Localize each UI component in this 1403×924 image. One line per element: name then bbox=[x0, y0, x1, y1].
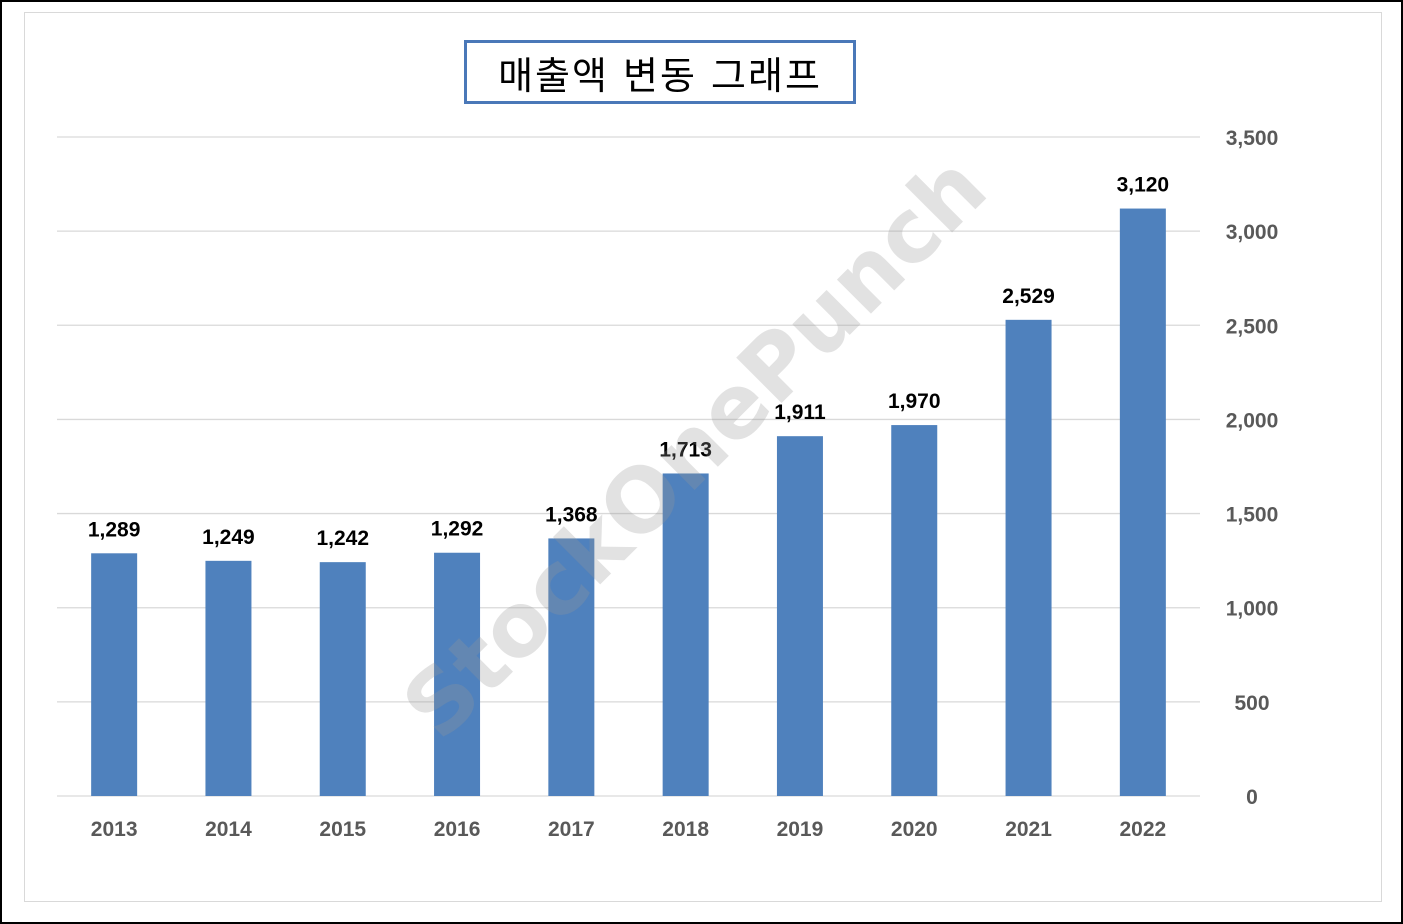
y-tick-label: 1,000 bbox=[1226, 598, 1279, 621]
y-tick-label: 3,500 bbox=[1226, 127, 1279, 150]
data-label: 1,911 bbox=[774, 401, 826, 424]
bar bbox=[205, 560, 252, 796]
data-label: 1,292 bbox=[431, 518, 484, 541]
data-label: 1,242 bbox=[316, 527, 369, 550]
data-label: 1,289 bbox=[88, 518, 141, 541]
data-label: 1,368 bbox=[545, 503, 598, 526]
data-label: 3,120 bbox=[1117, 174, 1170, 197]
y-tick-label: 3,000 bbox=[1226, 221, 1279, 244]
bar bbox=[891, 425, 938, 796]
data-label: 1,970 bbox=[888, 390, 941, 413]
chart-title-box: 매출액 변동 그래프 bbox=[464, 40, 856, 104]
bar bbox=[319, 562, 366, 796]
chart-title: 매출액 변동 그래프 bbox=[498, 53, 822, 98]
x-tick-label: 2016 bbox=[434, 818, 481, 841]
data-label: 1,713 bbox=[659, 438, 712, 461]
bar bbox=[434, 552, 481, 796]
y-tick-label: 2,500 bbox=[1226, 315, 1279, 338]
y-tick-label: 1,500 bbox=[1226, 504, 1279, 527]
bar bbox=[1005, 319, 1052, 796]
x-tick-label: 2017 bbox=[548, 818, 595, 841]
x-tick-label: 2018 bbox=[662, 818, 709, 841]
x-tick-label: 2013 bbox=[91, 818, 138, 841]
bar bbox=[662, 473, 709, 796]
data-label: 2,529 bbox=[1002, 285, 1055, 308]
x-tick-label: 2022 bbox=[1119, 818, 1166, 841]
x-tick-label: 2020 bbox=[891, 818, 938, 841]
y-tick-label: 500 bbox=[1234, 692, 1269, 715]
x-tick-label: 2021 bbox=[1005, 818, 1052, 841]
bar bbox=[548, 538, 595, 796]
bar bbox=[91, 553, 138, 796]
bar bbox=[1119, 208, 1166, 796]
y-tick-label: 0 bbox=[1246, 786, 1258, 809]
data-label: 1,249 bbox=[202, 526, 255, 549]
bar bbox=[776, 436, 823, 796]
x-tick-label: 2015 bbox=[319, 818, 366, 841]
x-tick-label: 2014 bbox=[205, 818, 252, 841]
y-tick-label: 2,000 bbox=[1226, 409, 1279, 432]
x-tick-label: 2019 bbox=[777, 818, 824, 841]
